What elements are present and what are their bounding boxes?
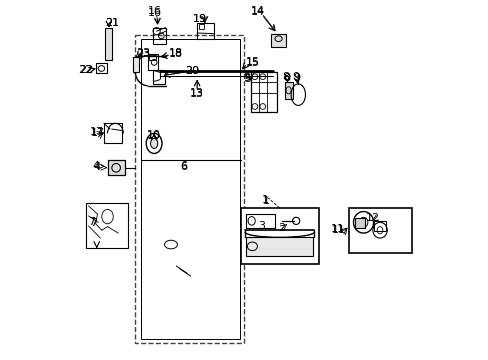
Bar: [86, 203, 128, 248]
Bar: [147, 54, 158, 70]
Text: 7: 7: [89, 218, 97, 228]
Bar: [354, 218, 364, 228]
Text: 18: 18: [168, 49, 183, 59]
Bar: [132, 57, 139, 72]
Bar: [373, 221, 385, 231]
Text: 10: 10: [147, 130, 161, 140]
Text: 23: 23: [136, 49, 150, 59]
Bar: [241, 208, 319, 264]
Bar: [153, 28, 165, 44]
Text: 13: 13: [190, 88, 204, 98]
Text: 15: 15: [245, 57, 259, 67]
Text: 19: 19: [192, 14, 206, 24]
Bar: [348, 208, 411, 253]
Text: 8: 8: [282, 72, 289, 82]
Text: 18: 18: [168, 48, 183, 58]
Text: 7: 7: [88, 217, 96, 227]
Text: 19: 19: [192, 14, 206, 24]
Bar: [149, 55, 155, 59]
Bar: [271, 34, 285, 47]
Bar: [197, 23, 214, 39]
Text: 13: 13: [190, 89, 204, 99]
Text: 1: 1: [262, 196, 269, 206]
Text: 12: 12: [365, 213, 379, 222]
Bar: [153, 69, 164, 84]
Text: 4: 4: [93, 162, 100, 172]
Bar: [140, 40, 240, 339]
Text: 2: 2: [278, 224, 285, 233]
Bar: [198, 24, 203, 29]
Bar: [135, 35, 244, 343]
Bar: [284, 82, 292, 99]
Text: 20: 20: [185, 66, 199, 76]
Text: 16: 16: [147, 8, 162, 18]
Text: 9: 9: [292, 73, 300, 83]
Bar: [107, 160, 124, 175]
Text: 22: 22: [79, 64, 93, 75]
Text: 14: 14: [250, 7, 264, 17]
Bar: [246, 237, 312, 256]
Bar: [104, 123, 122, 143]
Text: 17: 17: [90, 128, 104, 138]
Text: 23: 23: [136, 48, 150, 58]
Text: 15: 15: [245, 58, 259, 68]
Bar: [246, 214, 274, 228]
Text: 11: 11: [331, 225, 345, 235]
Text: 5: 5: [243, 73, 250, 83]
Text: 22: 22: [78, 64, 92, 75]
Bar: [250, 72, 276, 112]
Text: 5: 5: [244, 74, 251, 84]
Bar: [96, 63, 107, 73]
Ellipse shape: [150, 138, 158, 148]
Text: 20: 20: [185, 66, 199, 76]
Text: 4: 4: [92, 161, 99, 171]
Text: 21: 21: [104, 18, 119, 28]
Text: 21: 21: [104, 18, 119, 28]
Text: 3: 3: [258, 221, 264, 231]
Text: 16: 16: [147, 6, 162, 16]
Text: 1: 1: [261, 195, 268, 205]
Text: 14: 14: [250, 6, 264, 16]
Text: 10: 10: [147, 131, 161, 141]
Text: 11: 11: [330, 225, 344, 234]
Text: 9: 9: [291, 72, 298, 82]
Text: 8: 8: [283, 73, 290, 83]
Bar: [105, 28, 112, 60]
Text: 6: 6: [180, 161, 186, 171]
Text: 17: 17: [89, 127, 103, 136]
Text: 6: 6: [180, 162, 186, 172]
